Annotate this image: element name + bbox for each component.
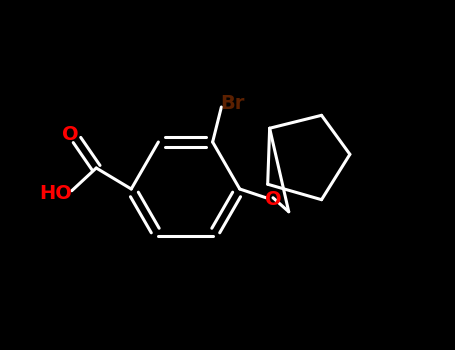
Text: HO: HO bbox=[40, 184, 72, 203]
Text: O: O bbox=[265, 190, 281, 209]
Text: O: O bbox=[62, 125, 79, 144]
Text: Br: Br bbox=[220, 94, 245, 113]
